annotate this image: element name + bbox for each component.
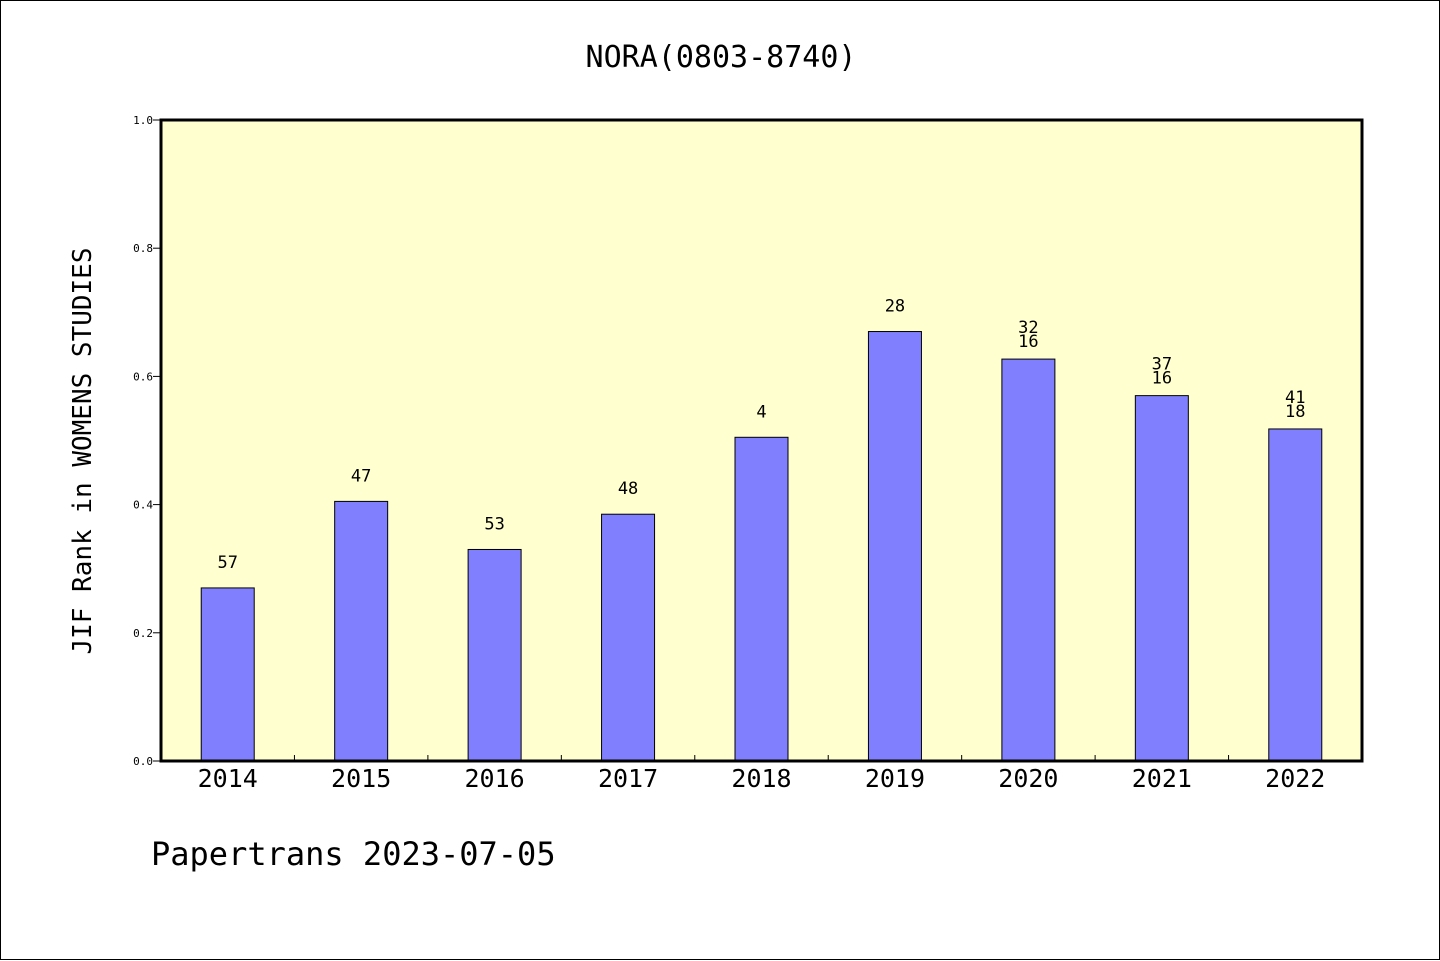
plot-border (159, 118, 1364, 763)
bar-label: 57 (217, 553, 237, 573)
bar-2022 (1268, 428, 1323, 762)
y-tick-label: 0.6 (133, 370, 153, 383)
bar-label: 4 (756, 402, 766, 422)
footer-text: Papertrans 2023-07-05 (151, 835, 556, 873)
x-tick-label: 2019 (865, 764, 925, 793)
bar-label: 37 (1152, 355, 1172, 375)
bar-label: 18 (1285, 402, 1305, 422)
x-tick-label: 2020 (998, 764, 1058, 793)
x-tick-label: 2016 (465, 764, 525, 793)
bar-2017 (601, 513, 656, 762)
x-tick-label: 2015 (331, 764, 391, 793)
bar-2018 (734, 436, 789, 762)
x-tick-label: 2017 (598, 764, 658, 793)
bar-label: 53 (484, 514, 504, 534)
x-tick-label: 2018 (731, 764, 791, 793)
y-tick-label: 1.0 (133, 114, 153, 127)
bar-2020 (1001, 358, 1056, 762)
bar-2019 (867, 331, 922, 762)
x-tick-label: 2014 (198, 764, 258, 793)
bar-2014 (200, 587, 255, 762)
y-axis: 0.0 0.2 0.4 0.6 0.8 1.0 (133, 114, 161, 768)
y-axis-label: JIF Rank in WOMENS STUDIES (68, 248, 98, 655)
y-tick-label: 0.4 (133, 499, 153, 512)
chart-title: NORA(0803-8740) (586, 40, 857, 75)
bar-label: 16 (1152, 369, 1172, 389)
bar-label: 47 (351, 466, 371, 486)
x-tick-label: 2021 (1132, 764, 1192, 793)
y-tick-label: 0.0 (133, 755, 153, 768)
bar-label: 28 (885, 297, 905, 317)
bar-2015 (334, 500, 389, 762)
bar-label: 41 (1285, 388, 1305, 408)
bar-2021 (1134, 395, 1189, 762)
bar-label: 32 (1018, 318, 1038, 338)
y-tick-label: 0.2 (133, 627, 153, 640)
x-axis: 2014 2015 2016 2017 2018 2019 2020 2021 2022 (198, 755, 1325, 793)
y-tick-label: 0.8 (133, 242, 153, 255)
bar-2016 (467, 548, 522, 762)
x-tick-label: 2022 (1265, 764, 1325, 793)
bar-label: 48 (618, 479, 638, 499)
bar-label: 16 (1018, 332, 1038, 352)
